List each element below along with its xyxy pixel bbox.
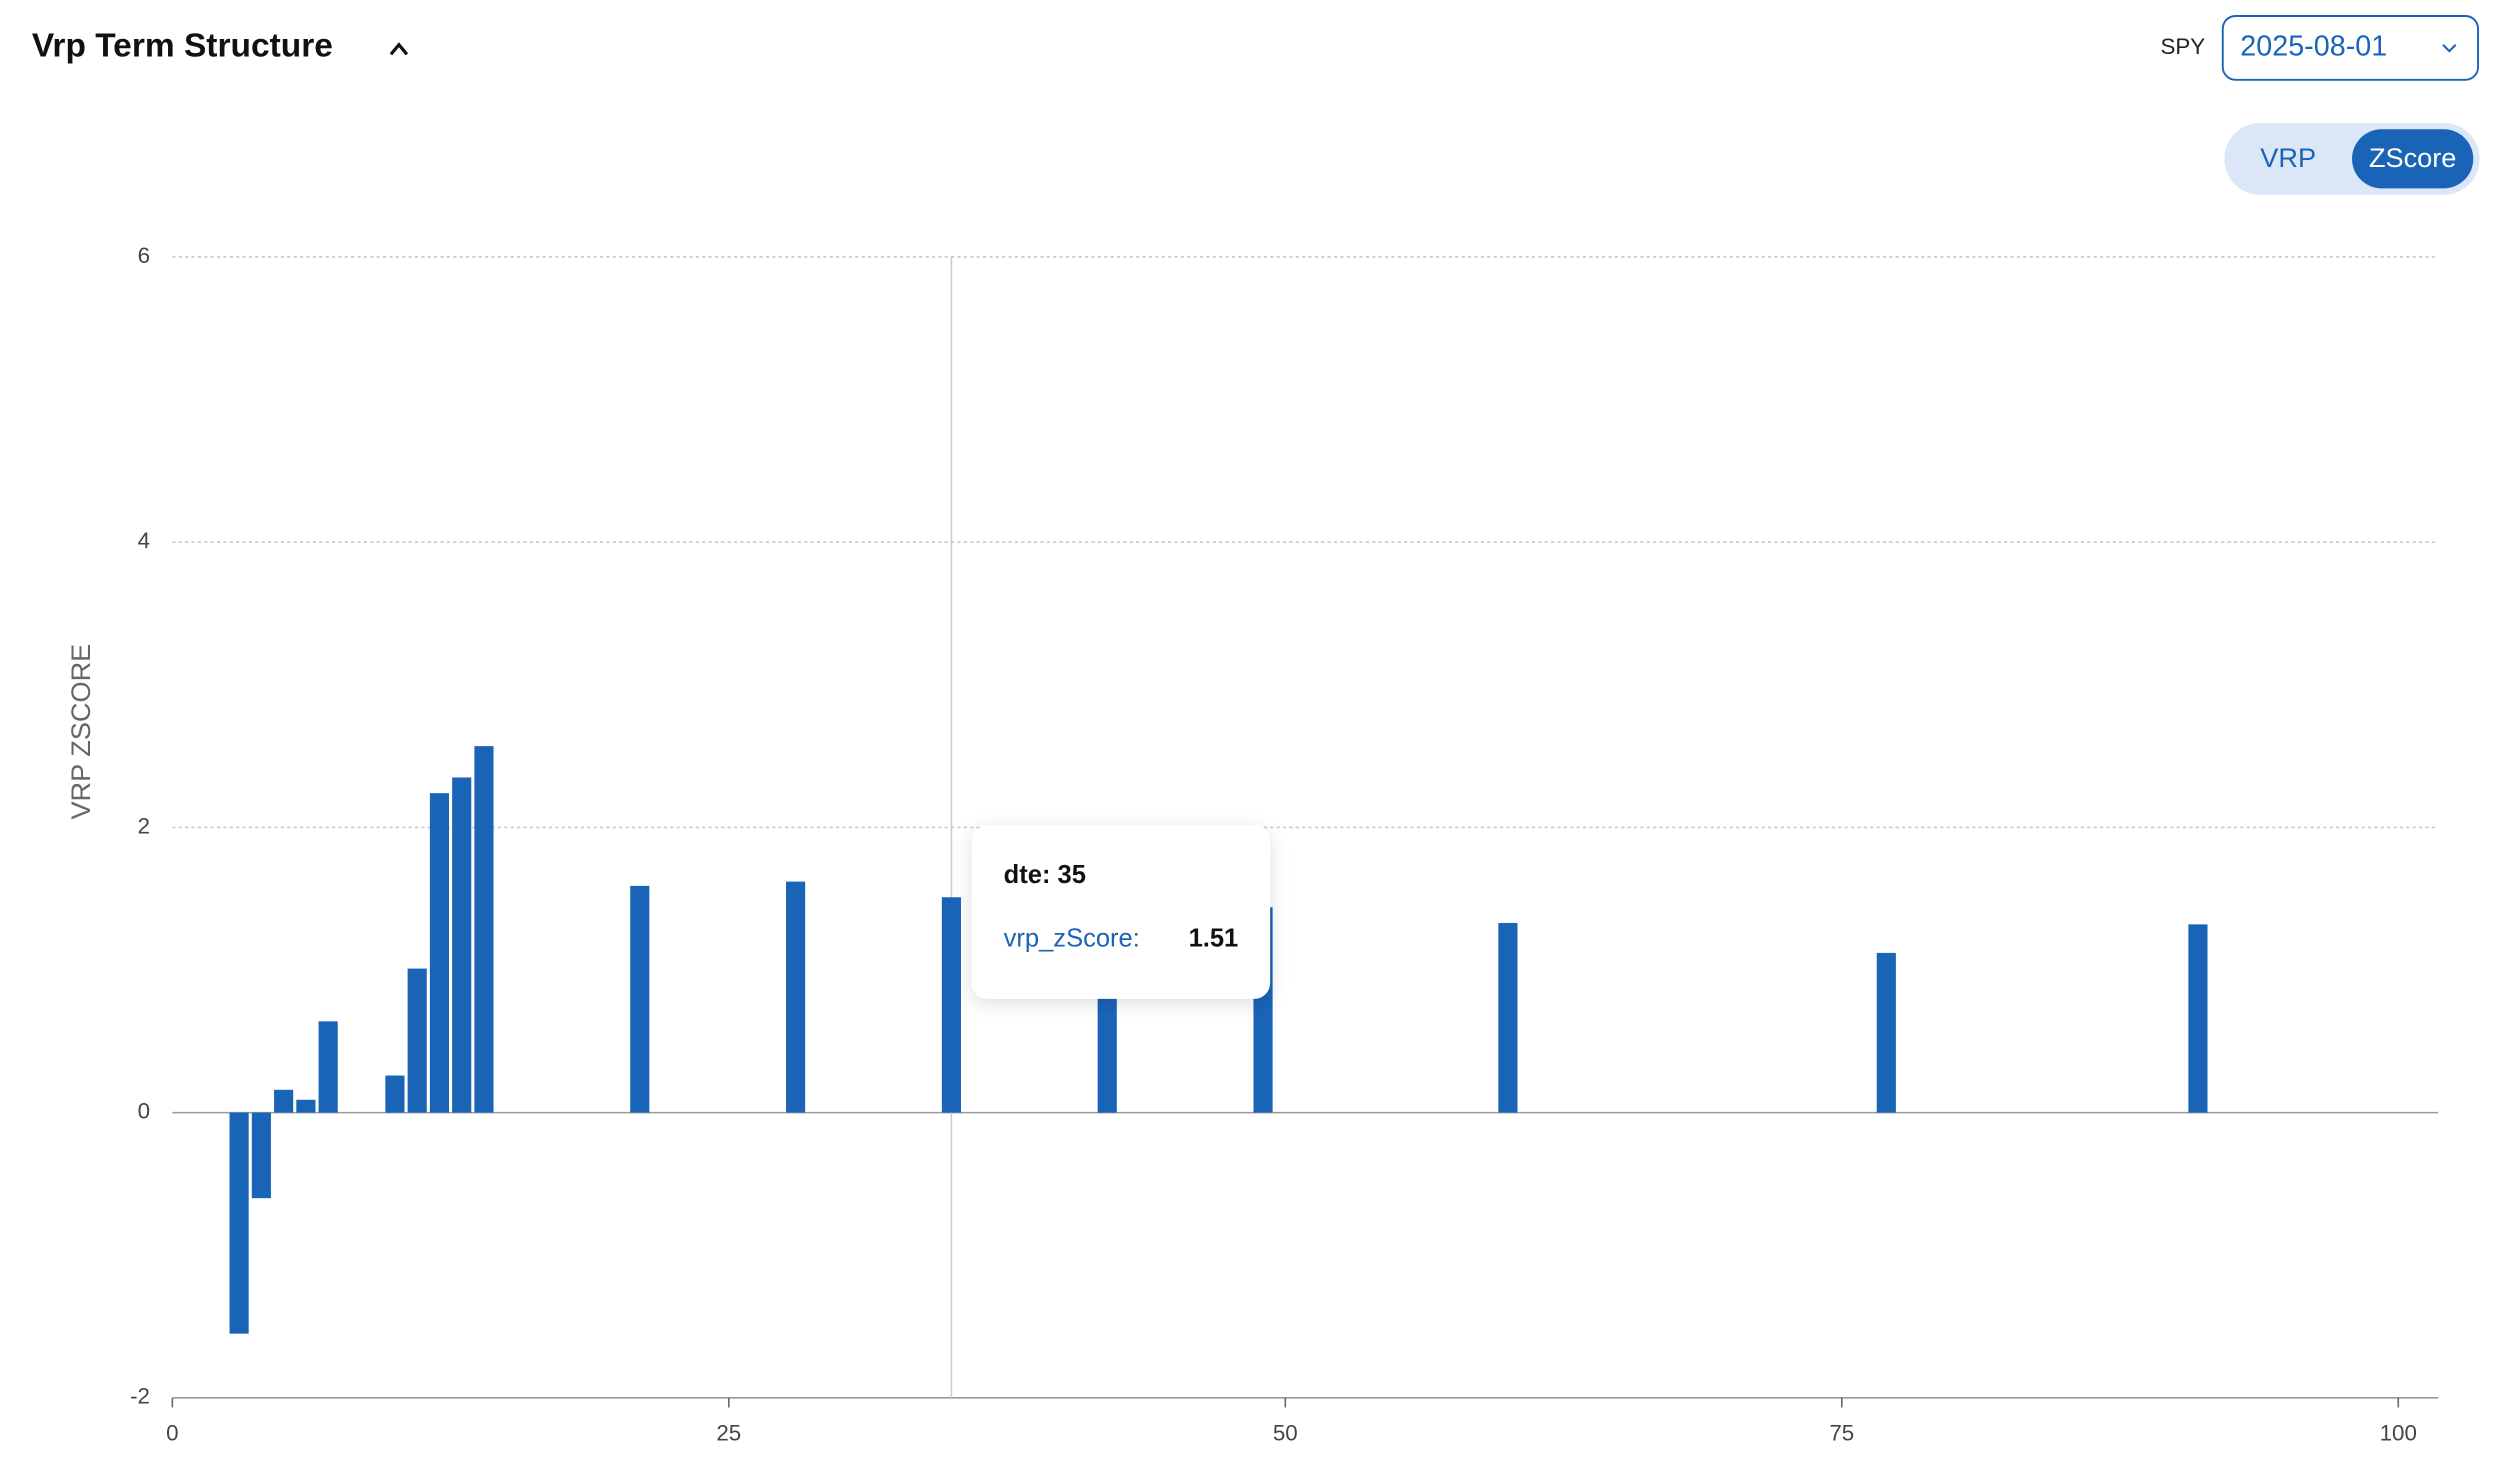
- bar[interactable]: [229, 1112, 249, 1334]
- tooltip-value: 1.51: [1189, 925, 1239, 953]
- title: Vrp Term Structure: [32, 28, 333, 65]
- plot: VRP ZSCORE -2 0 2 4 6 0 25 50 75 100: [65, 243, 2439, 1445]
- toggle-option[interactable]: VRP: [2260, 142, 2316, 173]
- bar[interactable]: [274, 1089, 294, 1113]
- x-tick-label: 50: [1273, 1420, 1298, 1445]
- bar[interactable]: [429, 793, 450, 1113]
- x-tick-label: 0: [166, 1420, 178, 1445]
- ticker: SPY: [2161, 34, 2206, 59]
- bar[interactable]: [1498, 922, 1518, 1113]
- dropdown-icon: [2442, 43, 2457, 53]
- bar[interactable]: [318, 1021, 338, 1113]
- date-select[interactable]: 2025-08-01: [2221, 15, 2480, 81]
- toggle-active: [2352, 129, 2474, 189]
- tooltip-x: 35: [1058, 861, 1086, 889]
- bar[interactable]: [474, 746, 494, 1113]
- tooltip-x-label: dte:: [1004, 861, 1051, 889]
- y-tick-label: 0: [138, 1099, 150, 1124]
- bar[interactable]: [452, 777, 472, 1113]
- date-value: 2025-08-01: [2240, 31, 2387, 63]
- toggle-option[interactable]: ZScore: [2369, 142, 2456, 173]
- x-tick-label: 100: [2380, 1420, 2417, 1445]
- bar[interactable]: [2188, 924, 2208, 1113]
- date-select-box[interactable]: [2221, 15, 2480, 81]
- tooltip: dte: 35 vrp_zScore: 1.51: [971, 825, 1271, 999]
- y-tick-label: 4: [138, 528, 150, 553]
- y-tick-label: 2: [138, 813, 150, 838]
- x-tick-label: 75: [1829, 1420, 1854, 1445]
- tooltip-title: dte: 35: [1004, 861, 1086, 889]
- y-tick-label: -2: [130, 1384, 150, 1409]
- x-tick-label: 25: [716, 1420, 741, 1445]
- bar[interactable]: [1876, 952, 1896, 1113]
- bar[interactable]: [941, 897, 961, 1113]
- bar[interactable]: [407, 968, 427, 1113]
- collapse-icon[interactable]: [389, 42, 409, 56]
- bar[interactable]: [630, 885, 650, 1113]
- view-toggle: VRP ZScore: [2224, 122, 2480, 195]
- bar[interactable]: [385, 1075, 405, 1113]
- bar[interactable]: [251, 1112, 271, 1199]
- y-tick-label: 6: [138, 243, 150, 268]
- tooltip-series: vrp_zScore:: [1004, 925, 1140, 953]
- tooltip-box: [971, 825, 1271, 999]
- y-axis-label: VRP ZSCORE: [65, 644, 96, 820]
- bar[interactable]: [296, 1099, 316, 1113]
- bar[interactable]: [786, 881, 806, 1113]
